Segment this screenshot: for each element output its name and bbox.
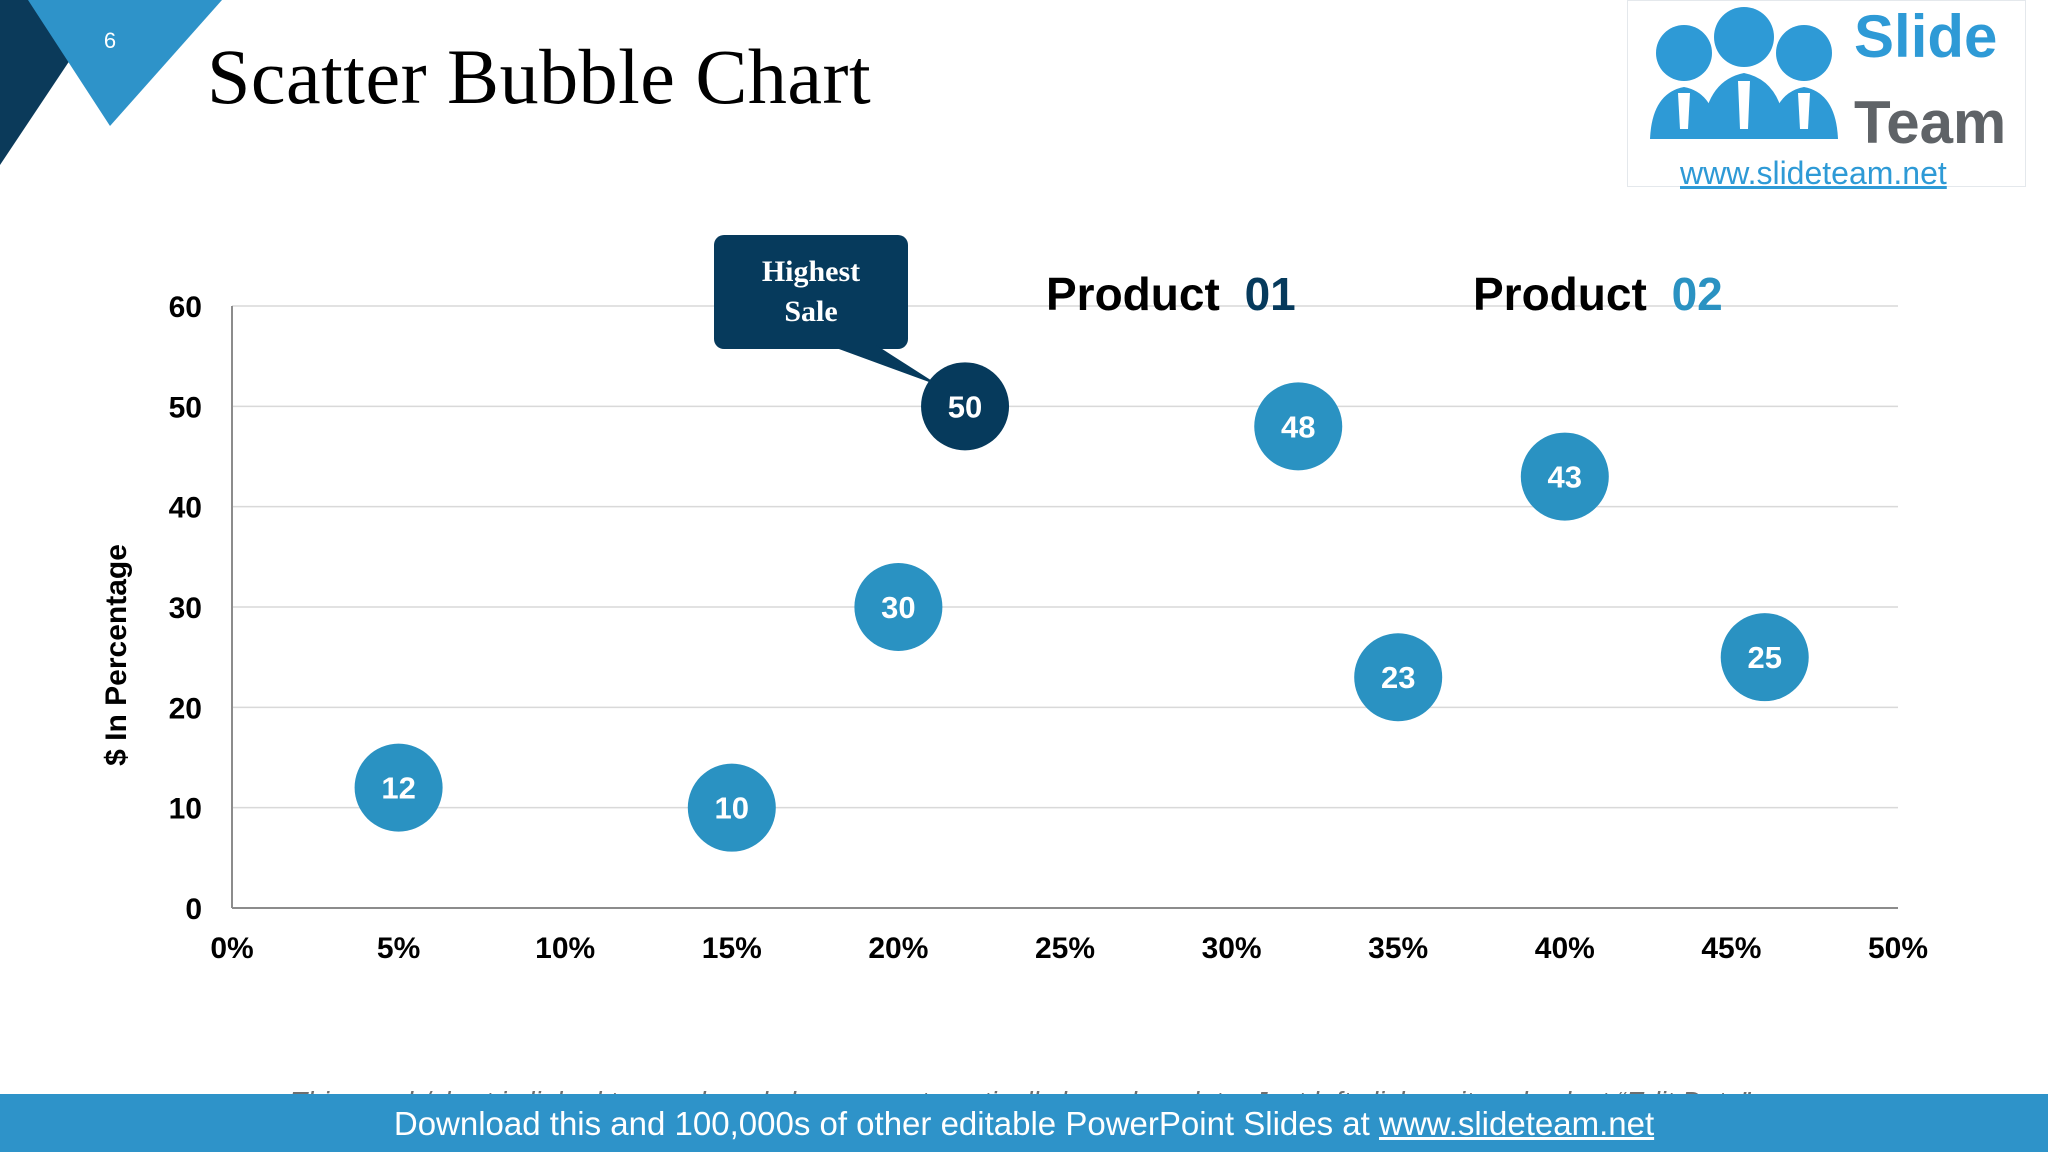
callout-pointer — [828, 345, 940, 386]
slideteam-logo[interactable]: Slide Team www.slideteam.net — [1627, 0, 2026, 191]
slide-number: 6 — [103, 28, 117, 53]
x-tick-label: 15% — [702, 932, 762, 965]
x-tick-label: 5% — [377, 932, 420, 965]
legend-product-02-name: Product — [1473, 268, 1647, 320]
bubble-label: 23 — [1381, 660, 1415, 695]
logo-text-team: Team — [1854, 89, 2007, 156]
x-tick-label: 25% — [1035, 932, 1095, 965]
legend-product-01: Product 01 — [1046, 268, 1296, 320]
bubble-label: 25 — [1747, 640, 1781, 675]
highest-sale-callout: Highest Sale — [714, 235, 940, 386]
bubble — [687, 763, 776, 852]
footer-text: Download this and 100,000s of other edit… — [393, 1105, 1379, 1142]
footer-banner: Download this and 100,000s of other edit… — [0, 1094, 2048, 1152]
legend-product-01-name: Product — [1046, 268, 1220, 320]
x-tick-label: 20% — [868, 932, 928, 965]
x-tick-label: 50% — [1868, 932, 1928, 965]
bubble-label: 43 — [1548, 460, 1582, 495]
bubble-highest — [921, 362, 1010, 451]
callout-box — [714, 235, 908, 349]
logo-text-slide: Slide — [1854, 3, 1998, 70]
legend: Product 01 Product 02 — [1046, 268, 1723, 320]
bubble — [1354, 633, 1443, 722]
grid-lines — [232, 305, 1898, 809]
bubble — [1254, 382, 1343, 471]
legend-product-02-number: 02 — [1672, 268, 1723, 320]
axes — [231, 306, 1898, 909]
bubble-label: 10 — [715, 791, 749, 826]
bubble — [1520, 432, 1609, 521]
y-tick-label: 20 — [169, 692, 202, 725]
x-tick-label: 10% — [535, 932, 595, 965]
y-tick-label: 60 — [169, 291, 202, 324]
bubble-label: 48 — [1281, 409, 1315, 444]
bubble — [354, 743, 443, 832]
x-tick-label: 35% — [1368, 932, 1428, 965]
tick-labels: 0 10 20 30 40 50 60 0% 5% 10% 15% 20% 25% 30% 35% 40% 45… — [169, 291, 1928, 965]
bubble — [1720, 613, 1809, 702]
x-tick-label: 0% — [210, 932, 253, 965]
y-axis-label: $ In Percentage — [100, 544, 133, 766]
corner-decoration — [0, 0, 222, 165]
page-title: Scatter Bubble Chart — [207, 33, 872, 120]
x-tick-label: 30% — [1202, 932, 1262, 965]
x-tick-label: 40% — [1535, 932, 1595, 965]
y-tick-label: 30 — [169, 592, 202, 625]
y-tick-label: 40 — [169, 492, 202, 525]
callout-line2: Sale — [784, 295, 837, 328]
corner-light-triangle — [28, 0, 222, 126]
y-tick-label: 0 — [185, 893, 202, 926]
people-icon — [1650, 7, 1838, 139]
y-tick-label: 10 — [169, 793, 202, 826]
callout-line1: Highest — [762, 255, 860, 288]
bubble-label: 30 — [881, 590, 915, 625]
bubble-label: 12 — [381, 771, 415, 806]
bubble — [854, 563, 943, 651]
legend-product-02: Product 02 — [1473, 268, 1723, 320]
footer-link[interactable]: www.slideteam.net — [1379, 1105, 1655, 1142]
logo-url-link[interactable]: www.slideteam.net — [1680, 155, 1947, 191]
bubbles: 12 10 30 50 48 23 43 25 — [354, 362, 1809, 852]
legend-product-01-number: 01 — [1245, 268, 1296, 320]
y-tick-label: 50 — [169, 391, 202, 424]
bubble-label: 50 — [948, 389, 982, 424]
x-tick-label: 45% — [1701, 932, 1761, 965]
